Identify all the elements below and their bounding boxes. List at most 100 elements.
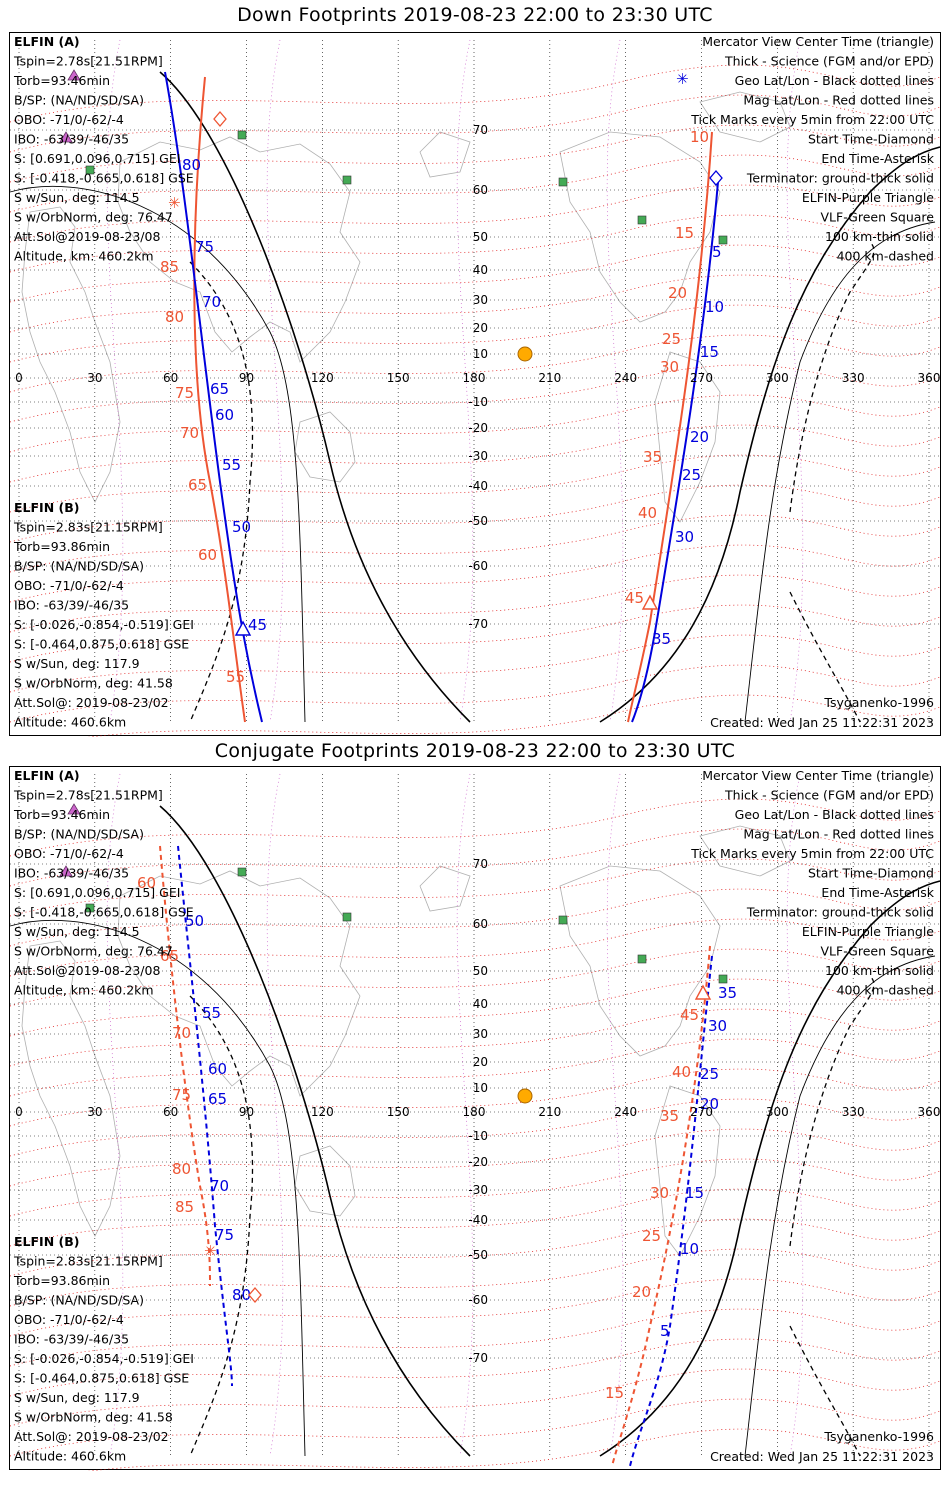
mag-latitude-line [9, 798, 941, 857]
elfin-a-info-line: B/SP: (NA/ND/SD/SA) [14, 827, 144, 842]
legend-line: 400 km-dashed [837, 249, 934, 264]
elfin-b-info-line: Torb=93.86min [13, 1273, 110, 1288]
mag-longitude-line [456, 773, 474, 1457]
mag-latitude-line [9, 514, 941, 573]
latitude-tick-label: -70 [468, 1351, 488, 1365]
elfin-a-tick-label: 50 [232, 518, 251, 536]
legend-line: Mercator View Center Time (triangle) [702, 768, 934, 783]
elfin-a-info-line: IBO: -63/39/-46/35 [14, 866, 129, 881]
longitude-tick-label: 30 [87, 1105, 102, 1119]
elfin-b-center-triangle [641, 594, 659, 610]
latitude-tick-label: -40 [468, 1213, 488, 1227]
latitude-tick-label: -70 [468, 617, 488, 631]
elfin-b-info-line: S w/Sun, deg: 117.9 [14, 1390, 140, 1405]
legend-line: Geo Lat/Lon - Black dotted lines [735, 807, 934, 822]
elfin-a-tick-label: 55 [202, 1004, 221, 1022]
down-footprints-map: 80 75 70 65 60 55 50 45 5 10 15 20 25 30 35 85 80 75 70 65 6… [9, 32, 941, 737]
longitude-tick-label: 210 [538, 371, 561, 385]
elfin-a-tick-label: 35 [652, 630, 671, 648]
elfin-b-tick-label: 70 [172, 1024, 191, 1042]
elfin-b-info-line: S w/OrbNorm, deg: 41.58 [14, 1410, 173, 1425]
elfin-a-tick-label: 30 [708, 1017, 727, 1035]
latitude-tick-label: 40 [473, 263, 488, 277]
coastline-outline [699, 825, 791, 877]
elfin-b-tick-label: 30 [660, 358, 679, 376]
elfin-b-tick-label: 15 [675, 224, 694, 242]
latitude-tick-label: -10 [468, 1129, 488, 1143]
elfin-b-info-line: B/SP: (NA/ND/SD/SA) [14, 559, 144, 574]
elfin-b-info-line: S w/Sun, deg: 117.9 [14, 656, 140, 671]
mag-latitude-line [9, 574, 941, 633]
mag-latitude-line [9, 1218, 941, 1277]
latitude-tick-label: 70 [473, 123, 488, 137]
elfin-b-tick-label: 45 [680, 1006, 699, 1024]
coastline-outline [21, 940, 121, 1237]
mag-latitude-line [9, 1038, 941, 1097]
longitude-tick-label: 0 [15, 1105, 23, 1119]
created-timestamp: Created: Wed Jan 25 11:22:31 2023 [710, 1449, 934, 1464]
elfin-a-tick-label: 5 [660, 1322, 670, 1340]
elfin-b-info-line: Tspin=2.83s[21.15RPM] [13, 520, 163, 535]
terminator-line [599, 880, 941, 1457]
elfin-a-info-line: S: [0.691,0.096,0.715] GEI [14, 885, 180, 900]
latitude-tick-label: -50 [468, 514, 488, 528]
elfin-a-info-line: Tspin=2.78s[21.51RPM] [13, 54, 163, 69]
elfin-a-label: ELFIN (A) [14, 768, 80, 783]
elfin-a-info-line: S w/OrbNorm, deg: 76.47 [14, 944, 173, 959]
mag-latitude-line [9, 304, 941, 363]
elfin-a-info-line: Altitude, km: 460.2km [14, 983, 154, 998]
elfin-b-tick-label: 85 [175, 1198, 194, 1216]
longitude-tick-label: 90 [239, 371, 254, 385]
start-diamond-marker [248, 1287, 262, 1303]
mag-latitude-line [9, 1248, 941, 1307]
altitude-400km-line [189, 995, 254, 1457]
vlf-station-marker [637, 215, 647, 225]
elfin-b-tick-label: 20 [668, 284, 687, 302]
altitude-100km-line [744, 955, 936, 1457]
altitude-400km-line [789, 1325, 861, 1457]
elfin-a-tick-label: 65 [208, 1090, 227, 1108]
latitude-tick-label: 20 [473, 1055, 488, 1069]
conjugate-footprints-map: 50 55 60 65 70 75 80 35 30 25 20 15 10 5 60 65 70 75 80 85 4… [9, 766, 941, 1471]
elfin-b-info-line: S: [-0.464,0.875,0.618] GSE [14, 637, 189, 652]
altitude-400km-line [789, 591, 861, 723]
coastline-outline [419, 131, 471, 178]
mag-latitude-line [9, 424, 941, 483]
terminator-line [599, 146, 941, 723]
elfin-b-tick-label: 65 [188, 476, 207, 494]
legend-line: Start Time-Diamond [808, 132, 934, 147]
mag-latitude-line [88, 694, 941, 737]
elfin-b-info-line: Att.Sol@: 2019-08-23/02 [14, 695, 169, 710]
mag-latitude-line [9, 334, 941, 393]
longitude-tick-label: 60 [163, 1105, 178, 1119]
elfin-a-tick-label: 30 [675, 528, 694, 546]
mag-latitude-line [9, 274, 941, 333]
latitude-tick-label: 40 [473, 997, 488, 1011]
longitude-tick-label: 360 [918, 1105, 941, 1119]
elfin-a-tick-label: 25 [700, 1065, 719, 1083]
mag-latitude-line [9, 634, 941, 693]
elfin-a-tick-label: 15 [685, 1184, 704, 1202]
legend-line: 100 km-thin solid [825, 229, 934, 244]
start-diamond-marker [709, 170, 723, 186]
longitude-tick-label: 360 [918, 371, 941, 385]
elfin-a-tick-label: 10 [680, 1240, 699, 1258]
elfin-b-info-line: OBO: -71/0/-62/-4 [14, 1312, 124, 1327]
latitude-tick-label: -30 [468, 1183, 488, 1197]
elfin-a-label: ELFIN (A) [14, 34, 80, 49]
mag-longitude-line [786, 39, 804, 723]
elfin-b-info-line: S: [-0.464,0.875,0.618] GSE [14, 1371, 189, 1386]
mag-latitude-line [9, 978, 941, 1037]
elfin-b-track [611, 945, 711, 1467]
mag-latitude-line [9, 184, 941, 243]
elfin-a-info-line: OBO: -71/0/-62/-4 [14, 846, 124, 861]
mag-latitude-line [9, 828, 941, 887]
elfin-a-info-line: Tspin=2.78s[21.51RPM] [13, 788, 163, 803]
elfin-b-track [193, 76, 246, 723]
terminator-line [159, 71, 471, 723]
elfin-b-info-line: OBO: -71/0/-62/-4 [14, 578, 124, 593]
elfin-b-tick-label: 70 [180, 424, 199, 442]
longitude-tick-label: 300 [766, 371, 789, 385]
elfin-b-tick-label: 80 [172, 1160, 191, 1178]
elfin-b-tick-label: 80 [165, 308, 184, 326]
